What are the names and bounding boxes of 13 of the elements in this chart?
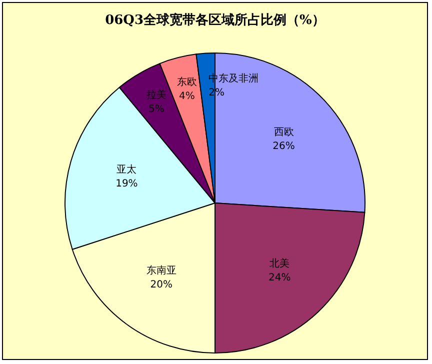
slice-label: 亚太 <box>116 164 137 176</box>
slice-label: 东南亚 <box>146 264 176 277</box>
slice-label: 东欧 <box>176 76 197 88</box>
data-label: 5% <box>148 104 164 115</box>
slice-label: 拉美 <box>146 88 166 101</box>
data-label: 24% <box>268 272 291 284</box>
slice-label: 西欧 <box>274 126 294 138</box>
data-label: 26% <box>272 140 295 152</box>
chart-title: 06Q3全球宽带各区域所占比例（%） <box>105 12 325 28</box>
data-label: 4% <box>178 91 195 102</box>
slice-label: 北美 <box>270 257 290 270</box>
data-label: 20% <box>150 280 172 291</box>
data-label: 19% <box>116 178 138 190</box>
